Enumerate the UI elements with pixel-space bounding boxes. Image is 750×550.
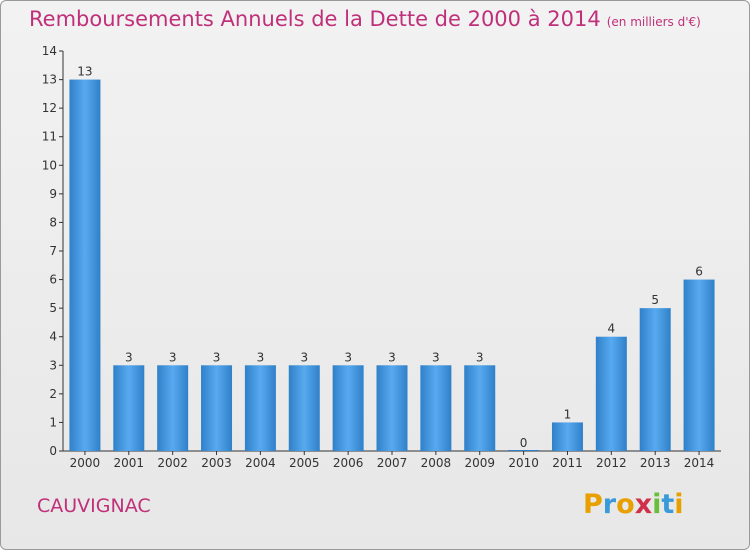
bar-value-label: 3 (257, 350, 265, 364)
bar-value-label: 3 (125, 350, 133, 364)
bar-value-label: 3 (300, 350, 308, 364)
y-tick-label: 1 (49, 415, 57, 429)
logo-letter: o (616, 489, 635, 520)
logo-letter: i (674, 489, 684, 520)
logo-letter: x (634, 489, 653, 520)
bar-value-label: 1 (564, 407, 572, 421)
bar-value-label: 3 (388, 350, 396, 364)
y-tick-label: 13 (42, 73, 57, 87)
bar-value-label: 0 (520, 436, 528, 450)
title-text: Remboursements Annuels de la Dette de 20… (29, 7, 601, 31)
y-tick-label: 6 (49, 273, 57, 287)
logo-letter: t (661, 489, 675, 520)
bar-value-label: 3 (432, 350, 440, 364)
bar (113, 365, 145, 451)
y-tick-label: 10 (42, 158, 57, 172)
x-tick-label: 2013 (640, 456, 671, 470)
chart-subtitle: (en milliers d'€) (606, 15, 701, 29)
town-name: CAUVIGNAC (37, 495, 151, 517)
bar (595, 336, 627, 451)
logo-letter: r (602, 489, 617, 520)
y-tick-label: 14 (42, 44, 57, 58)
y-tick-label: 8 (49, 215, 57, 229)
bar (683, 279, 715, 451)
bar (420, 365, 452, 451)
logo-letter: i (652, 489, 662, 520)
logo-letter: P (583, 489, 603, 520)
x-tick-label: 2011 (552, 456, 583, 470)
y-tick-label: 12 (42, 101, 57, 115)
bar (508, 450, 540, 451)
y-tick-label: 9 (49, 187, 57, 201)
x-tick-label: 2000 (70, 456, 101, 470)
y-tick-label: 0 (49, 444, 57, 458)
proxiti-logo: Proxiti (583, 489, 684, 520)
bar (157, 365, 189, 451)
bar (639, 308, 671, 451)
x-tick-label: 2006 (333, 456, 364, 470)
y-tick-label: 7 (49, 244, 57, 258)
x-tick-label: 2001 (114, 456, 145, 470)
y-tick-label: 4 (49, 330, 57, 344)
y-tick-label: 11 (42, 130, 57, 144)
x-tick-label: 2010 (508, 456, 539, 470)
y-tick-label: 3 (49, 358, 57, 372)
chart-title: Remboursements Annuels de la Dette de 20… (29, 7, 701, 31)
bar (244, 365, 276, 451)
bar-value-label: 3 (476, 350, 484, 364)
x-tick-label: 2007 (377, 456, 408, 470)
y-tick-label: 5 (49, 301, 57, 315)
x-tick-label: 2002 (157, 456, 188, 470)
bar-value-label: 5 (651, 293, 659, 307)
bar (69, 79, 101, 452)
bar (332, 365, 364, 451)
x-tick-label: 2012 (596, 456, 627, 470)
bar-value-label: 3 (213, 350, 221, 364)
bar (201, 365, 233, 451)
bar-value-label: 4 (608, 322, 616, 336)
bar-value-label: 3 (169, 350, 177, 364)
bar (464, 365, 496, 451)
bar-value-label: 3 (344, 350, 352, 364)
x-tick-label: 2004 (245, 456, 276, 470)
x-tick-label: 2014 (684, 456, 715, 470)
x-tick-label: 2003 (201, 456, 232, 470)
x-tick-label: 2005 (289, 456, 320, 470)
bar (376, 365, 408, 451)
x-tick-label: 2009 (464, 456, 495, 470)
bar-value-label: 13 (77, 65, 92, 79)
bar (288, 365, 320, 451)
y-tick-label: 2 (49, 387, 57, 401)
bar-value-label: 6 (695, 265, 703, 279)
x-tick-label: 2008 (421, 456, 452, 470)
bar (551, 422, 583, 451)
